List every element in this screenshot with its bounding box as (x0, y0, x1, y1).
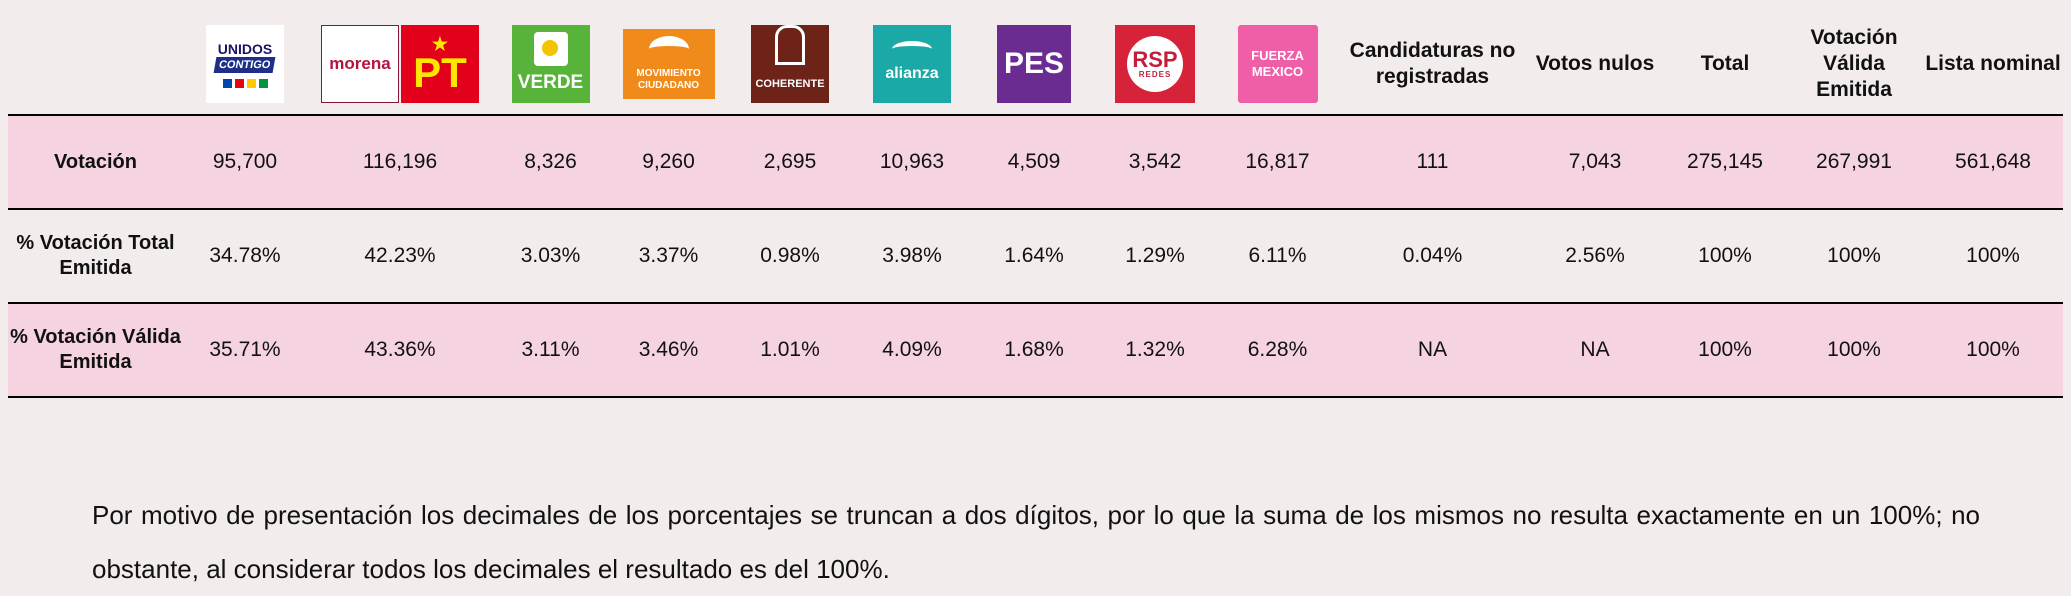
header-bcs-coherente: COHERENTE (729, 14, 851, 115)
table-cell: 7,043 (1525, 114, 1665, 209)
row-label: % Votación Válida Emitida (8, 302, 183, 398)
table-cell: 1.64% (973, 208, 1095, 303)
header-verde: VERDE (493, 14, 608, 115)
table-cell: 95,700 (183, 114, 307, 209)
table-cell: 6.11% (1215, 208, 1340, 303)
table-cell: NA (1340, 302, 1525, 398)
table-cell: 561,648 (1923, 114, 2063, 209)
movimiento-ciudadano-logo: MOVIMIENTO CIUDADANO (622, 29, 715, 99)
table-cell: 3.37% (608, 208, 729, 303)
morena-pt-logo: morena ★ PT (321, 25, 479, 103)
table-cell: NA (1525, 302, 1665, 398)
table-cell: 3.46% (608, 302, 729, 398)
table-cell: 2,695 (729, 114, 851, 209)
results-table-body: Votación 95,700 116,196 8,326 9,260 2,69… (8, 114, 2063, 398)
header-morena-pt: morena ★ PT (307, 14, 493, 115)
table-cell: 6.28% (1215, 302, 1340, 398)
header-fuerza-mexico: FUERZA MEXICO (1215, 14, 1340, 115)
header-unidos-contigo: UNIDOS CONTIGO (183, 14, 307, 115)
table-cell: 100% (1665, 208, 1785, 303)
table-cell: 0.98% (729, 208, 851, 303)
table-cell: 3,542 (1095, 114, 1215, 209)
table-cell: 1.32% (1095, 302, 1215, 398)
row-label: % Votación Total Emitida (8, 208, 183, 303)
table-cell: 1.01% (729, 302, 851, 398)
header-movimiento-ciudadano: MOVIMIENTO CIUDADANO (608, 14, 729, 115)
header-candidaturas-no-registradas: Candidaturas no registradas (1349, 39, 1516, 88)
table-cell: 100% (1785, 208, 1923, 303)
header-row: UNIDOS CONTIGO morena ★ PT (8, 14, 2063, 115)
fuerza-mexico-logo: FUERZA MEXICO (1237, 25, 1318, 103)
toucan-icon (533, 32, 568, 66)
table-cell: 4,509 (973, 114, 1095, 209)
unidos-contigo-logo: UNIDOS CONTIGO (206, 25, 284, 103)
table-cell: 16,817 (1215, 114, 1340, 209)
table-cell: 0.04% (1340, 208, 1525, 303)
table-cell: 1.29% (1095, 208, 1215, 303)
table-cell: 9,260 (608, 114, 729, 209)
table-cell: 35.71% (183, 302, 307, 398)
table-cell: 10,963 (851, 114, 973, 209)
figure-icon (775, 25, 805, 65)
header-nueva-alianza: alianza (851, 14, 973, 115)
rsp-logo: RSP REDES (1115, 25, 1195, 103)
table-cell: 275,145 (1665, 114, 1785, 209)
table-cell: 100% (1923, 208, 2063, 303)
table-cell: 43.36% (307, 302, 493, 398)
table-cell: 3.98% (851, 208, 973, 303)
nueva-alianza-logo: alianza (873, 25, 951, 103)
header-pes: PES (973, 14, 1095, 115)
table-cell: 8,326 (493, 114, 608, 209)
table-cell: 34.78% (183, 208, 307, 303)
table-cell: 100% (1785, 302, 1923, 398)
table-cell: 116,196 (307, 114, 493, 209)
table-cell: 4.09% (851, 302, 973, 398)
table-row-pct-total: % Votación Total Emitida 34.78% 42.23% 3… (8, 208, 2063, 303)
table-row-votacion: Votación 95,700 116,196 8,326 9,260 2,69… (8, 114, 2063, 209)
header-total: Total (1700, 52, 1750, 75)
header-votos-nulos: Votos nulos (1535, 52, 1655, 75)
table-cell: 1.68% (973, 302, 1095, 398)
table-row-pct-valida: % Votación Válida Emitida 35.71% 43.36% … (8, 302, 2063, 398)
bcs-coherente-logo: COHERENTE (751, 25, 829, 103)
table-cell: 42.23% (307, 208, 493, 303)
table-cell: 3.11% (493, 302, 608, 398)
morena-logo: morena (321, 25, 399, 103)
row-label: Votación (8, 114, 183, 209)
pt-logo: ★ PT (401, 25, 479, 103)
table-cell: 111 (1340, 114, 1525, 209)
swoosh-icon (892, 41, 932, 57)
star-icon: ★ (431, 34, 449, 54)
header-rsp: RSP REDES (1095, 14, 1215, 115)
results-table: UNIDOS CONTIGO morena ★ PT (8, 14, 2063, 398)
table-cell: 3.03% (493, 208, 608, 303)
table-cell: 267,991 (1785, 114, 1923, 209)
results-table-container: UNIDOS CONTIGO morena ★ PT (8, 14, 2063, 398)
table-cell: 100% (1665, 302, 1785, 398)
header-votacion-valida-emitida: Votación Válida Emitida (1810, 26, 1898, 101)
pes-logo: PES (997, 25, 1071, 103)
footnote: Por motivo de presentación los decimales… (92, 500, 1980, 584)
eagle-icon (648, 36, 689, 62)
verde-logo: VERDE (511, 25, 590, 103)
table-cell: 100% (1923, 302, 2063, 398)
header-empty-cell (8, 14, 183, 115)
header-lista-nominal: Lista nominal (1925, 52, 2061, 75)
table-cell: 2.56% (1525, 208, 1665, 303)
